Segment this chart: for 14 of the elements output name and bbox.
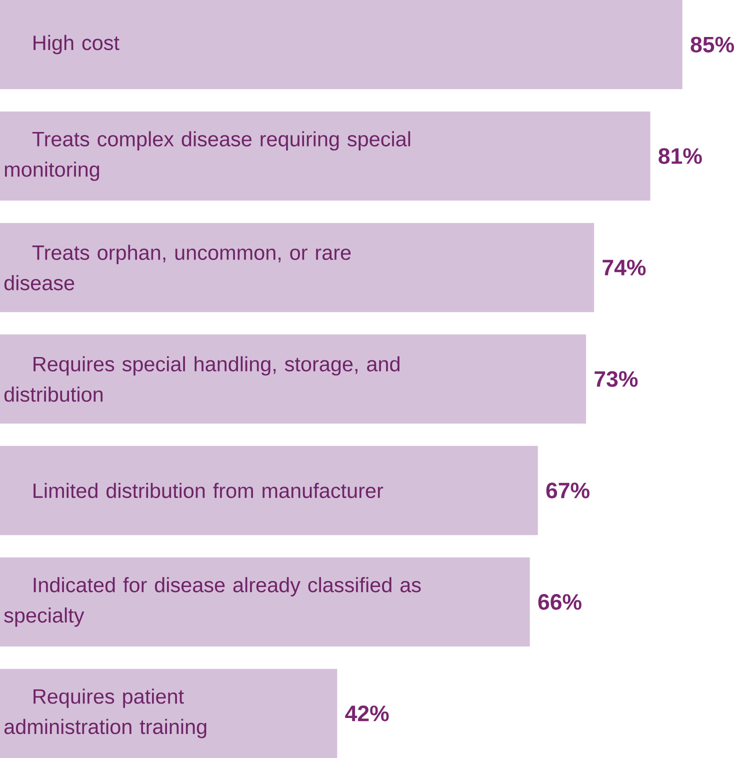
- data-label: 42%: [345, 706, 389, 722]
- data-label: 74%: [602, 260, 646, 276]
- y-tick-label: Indicated for disease already classified as specialty: [4, 577, 421, 627]
- data-label: 81%: [658, 148, 702, 164]
- data-label: 73%: [594, 371, 638, 387]
- y-tick-label: Requires special handling, storage, and distribution: [4, 356, 400, 402]
- data-label: 66%: [538, 594, 582, 610]
- y-tick-label: Requires patient administration training: [4, 688, 206, 738]
- y-tick-label: Treats complex disease requiring special monitoring: [4, 131, 410, 181]
- y-tick-label: Treats orphan, uncommon, or rare disease: [4, 244, 351, 290]
- y-tick-label: High cost: [34, 34, 120, 54]
- y-tick-label: Limited distribution from manufacturer: [34, 482, 384, 498]
- data-label: 67%: [546, 482, 590, 498]
- data-label: 85%: [690, 36, 734, 52]
